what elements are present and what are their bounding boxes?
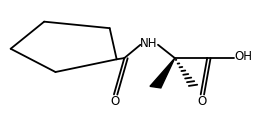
Text: NH: NH — [140, 37, 158, 50]
Polygon shape — [150, 58, 175, 88]
Text: O: O — [111, 95, 120, 108]
Text: O: O — [197, 95, 207, 108]
Text: OH: OH — [234, 50, 252, 63]
